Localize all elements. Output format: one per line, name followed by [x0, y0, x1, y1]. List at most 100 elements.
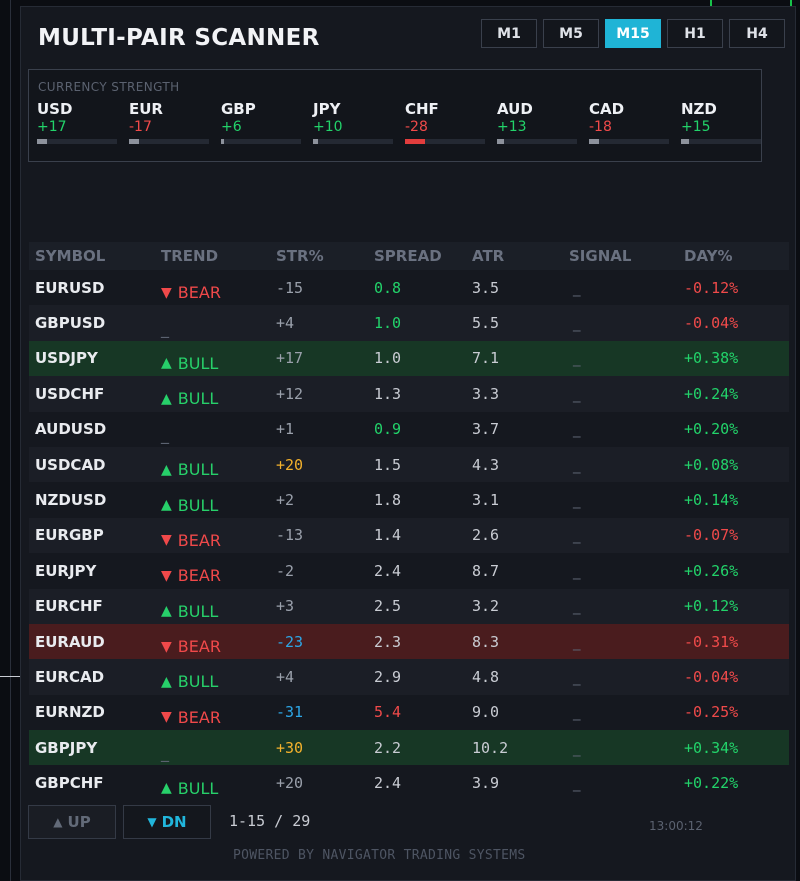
strength-bar — [313, 139, 393, 144]
trend-label: BULL — [177, 389, 219, 409]
strength-bar-fill — [129, 139, 139, 144]
timeframe-button-h4[interactable]: H4 — [729, 19, 785, 48]
trend-label: BULL — [177, 353, 219, 373]
currency-strength-jpy: JPY +10 — [313, 100, 398, 144]
strength-bar — [37, 139, 117, 144]
cell-strength: +4 — [276, 667, 295, 686]
table-row[interactable]: USDCHF ▲ BULL +12 1.3 3.3 _ +0.24% — [29, 376, 789, 412]
trend-label: BEAR — [177, 566, 221, 586]
timeframe-selector: M1 M5 M15 H1 H4 — [481, 19, 785, 48]
header-atr[interactable]: ATR — [472, 247, 505, 265]
currency-value: -17 — [129, 119, 152, 135]
triangle-up-icon: ▲ — [161, 780, 172, 797]
currency-strength-chf: CHF -28 — [405, 100, 490, 144]
header-trend[interactable]: TREND — [161, 247, 219, 265]
cell-spread: 1.8 — [374, 491, 402, 510]
cell-signal: _ — [573, 384, 581, 403]
cell-atr: 3.9 — [472, 774, 500, 793]
triangle-up-icon: ▲ — [161, 673, 172, 690]
currency-value: -28 — [405, 119, 428, 135]
cell-spread: 2.4 — [374, 774, 402, 793]
header-spread[interactable]: SPREAD — [374, 247, 442, 265]
trend-label: BULL — [177, 460, 219, 480]
triangle-up-icon: ▲ — [161, 461, 172, 478]
table-row[interactable]: AUDUSD _ +1 0.9 3.7 _ +0.20% — [29, 412, 789, 447]
cell-signal: _ — [573, 314, 581, 333]
currency-value: +13 — [497, 119, 527, 135]
header-symbol[interactable]: SYMBOL — [35, 247, 106, 265]
currency-name: EUR — [129, 100, 163, 118]
cell-trend: _ — [161, 733, 276, 762]
trend-label: BULL — [177, 601, 219, 621]
strength-bar-fill — [589, 139, 599, 144]
cell-signal: _ — [573, 561, 581, 580]
strength-bar-fill — [497, 139, 505, 144]
strength-bar — [681, 139, 761, 144]
cell-strength: +17 — [276, 349, 304, 368]
currency-strength-eur: EUR -17 — [129, 100, 214, 144]
table-row[interactable]: EURCHF ▲ BULL +3 2.5 3.2 _ +0.12% — [29, 588, 789, 624]
timeframe-button-m1[interactable]: M1 — [481, 19, 537, 48]
trend-label: _ — [161, 424, 169, 444]
cell-symbol: EURGBP — [35, 526, 104, 545]
strength-bar — [497, 139, 577, 144]
trend-label: BULL — [177, 672, 219, 692]
currency-strength-label: CURRENCY STRENGTH — [38, 80, 180, 94]
trend-label: _ — [161, 318, 169, 338]
page-up-button[interactable]: ▲ UP — [28, 805, 116, 839]
cell-symbol: GBPJPY — [35, 738, 98, 757]
currency-strength-aud: AUD +13 — [497, 100, 582, 144]
timeframe-button-m15[interactable]: M15 — [605, 19, 661, 48]
strength-bar-fill — [681, 139, 689, 144]
table-row[interactable]: NZDUSD ▲ BULL +2 1.8 3.1 _ +0.14% — [29, 482, 789, 517]
header-day[interactable]: DAY% — [684, 247, 733, 265]
chart-price-line — [0, 676, 20, 677]
cell-strength: +20 — [276, 774, 304, 793]
table-row[interactable]: USDJPY ▲ BULL +17 1.0 7.1 _ +0.38% — [29, 340, 789, 377]
cell-day-change: -0.07% — [684, 526, 739, 545]
page-indicator: 1-15 / 29 — [229, 812, 311, 830]
currency-strength-cad: CAD -18 — [589, 100, 674, 144]
cell-signal: _ — [573, 738, 581, 757]
cell-trend: _ — [161, 309, 276, 338]
header-signal[interactable]: SIGNAL — [569, 247, 632, 265]
timeframe-button-h1[interactable]: H1 — [667, 19, 723, 48]
cell-trend: ▲ BULL — [161, 486, 276, 515]
table-header: SYMBOL TREND STR% SPREAD ATR SIGNAL DAY% — [29, 242, 789, 270]
table-row[interactable]: EURGBP ▼ BEAR -13 1.4 2.6 _ -0.07% — [29, 517, 789, 554]
cell-signal: _ — [573, 455, 581, 474]
currency-name: AUD — [497, 100, 533, 118]
cell-atr: 8.7 — [472, 561, 500, 580]
table-row[interactable]: USDCAD ▲ BULL +20 1.5 4.3 _ +0.08% — [29, 446, 789, 483]
cell-symbol: EURAUD — [35, 632, 105, 651]
table-row[interactable]: EURAUD ▼ BEAR -23 2.3 8.3 _ -0.31% — [29, 623, 789, 660]
strength-bar — [405, 139, 485, 144]
strength-bar — [589, 139, 669, 144]
table-row[interactable]: GBPUSD _ +4 1.0 5.5 _ -0.04% — [29, 305, 789, 341]
strength-bar-fill — [221, 139, 225, 144]
table-row[interactable]: GBPJPY _ +30 2.2 10.2 _ +0.34% — [29, 730, 789, 766]
cell-atr: 3.3 — [472, 384, 500, 403]
cell-symbol: AUDUSD — [35, 420, 107, 439]
cell-atr: 2.6 — [472, 526, 500, 545]
page-down-button[interactable]: ▼ DN — [123, 805, 211, 839]
timeframe-button-m5[interactable]: M5 — [543, 19, 599, 48]
table-row[interactable]: EURJPY ▼ BEAR -2 2.4 8.7 _ +0.26% — [29, 553, 789, 588]
table-row[interactable]: EURCAD ▲ BULL +4 2.9 4.8 _ -0.04% — [29, 659, 789, 695]
cell-symbol: USDCHF — [35, 384, 105, 403]
cell-strength: +12 — [276, 384, 304, 403]
strength-bar — [221, 139, 301, 144]
triangle-up-icon: ▲ — [161, 497, 172, 514]
table-row[interactable]: EURUSD ▼ BEAR -15 0.8 3.5 _ -0.12% — [29, 270, 789, 305]
table-body: EURUSD ▼ BEAR -15 0.8 3.5 _ -0.12% GBPUSD _ +4 1.0 5… — [29, 270, 789, 801]
strength-bar — [129, 139, 209, 144]
trend-label: BEAR — [177, 283, 221, 303]
cell-spread: 2.9 — [374, 667, 402, 686]
cell-spread: 2.5 — [374, 597, 402, 616]
table-row[interactable]: GBPCHF ▲ BULL +20 2.4 3.9 _ +0.22% — [29, 765, 789, 800]
cell-strength: -31 — [276, 703, 304, 722]
cell-trend: ▼ BEAR — [161, 521, 276, 550]
table-row[interactable]: EURNZD ▼ BEAR -31 5.4 9.0 _ -0.25% — [29, 695, 789, 730]
header-strength[interactable]: STR% — [276, 247, 324, 265]
cell-atr: 3.1 — [472, 491, 500, 510]
